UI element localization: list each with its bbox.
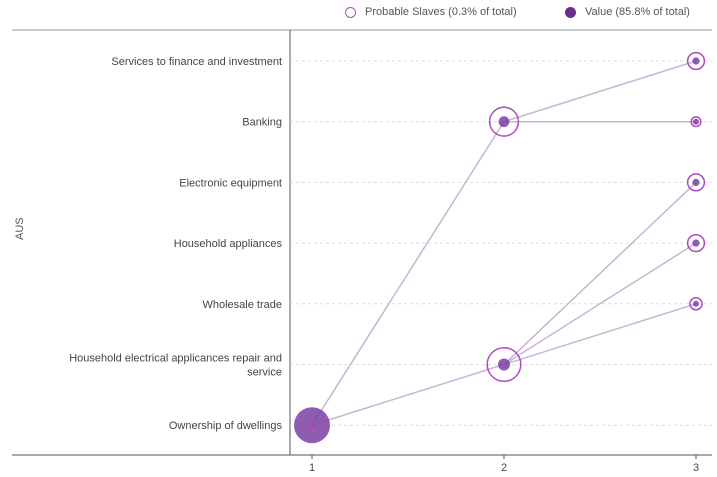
legend-label-value: Value (85.8% of total): [585, 6, 690, 18]
link-line-7: [503, 303, 697, 366]
slaves-ring-2-banking: [488, 106, 520, 137]
x-tick-label-3: 3: [693, 462, 699, 474]
slaves-ring-3-household-appliances: [686, 233, 706, 253]
slaves-ring-3-services-to-finance-and-investment: [686, 51, 706, 71]
category-label-electronic-equipment: Electronic equipment: [179, 177, 282, 189]
filled-circle-icon: [565, 6, 576, 18]
category-label-household-appliances: Household appliances: [174, 238, 283, 250]
value-point-2-household-electrical-applicances-repair-and-service: [498, 358, 510, 371]
value-point-3-household-appliances: [692, 239, 700, 247]
slaves-ring-2-household-electrical-applicances-repair-and-service: [486, 346, 522, 383]
slaves-ring-3-wholesale-trade: [689, 297, 703, 311]
legend-label-probable-slaves: Probable Slaves (0.3% of total): [365, 6, 517, 18]
link-line-6: [503, 242, 697, 366]
x-tick-label-1: 1: [309, 462, 315, 474]
link-line-1: [311, 121, 505, 426]
link-line-2: [311, 363, 505, 426]
value-point-3-electronic-equipment: [692, 178, 700, 186]
slaves-ring-3-banking: [690, 116, 702, 128]
value-point-2-banking: [498, 116, 510, 128]
category-label-wholesale-trade: Wholesale trade: [203, 299, 283, 311]
legend-item-value[interactable]: Value (85.8% of total): [565, 6, 690, 18]
x-tick-label-2: 2: [501, 462, 507, 474]
category-label-ownership-of-dwellings: Ownership of dwellings: [169, 420, 283, 432]
value-point-3-banking: [693, 118, 699, 125]
category-label-banking: Banking: [242, 117, 282, 129]
open-circle-icon: [345, 6, 356, 18]
legend-item-probable-slaves[interactable]: Probable Slaves (0.3% of total): [345, 6, 517, 18]
legend: Probable Slaves (0.3% of total) Value (8…: [0, 6, 717, 24]
slaves-ring-1-ownership-of-dwellings: [307, 420, 317, 430]
link-line-5: [503, 181, 697, 366]
category-label-household-electrical-applicances-repair-and-service: Household electrical applicances repair …: [69, 353, 282, 379]
category-label-services-to-finance-and-investment: Services to finance and investment: [111, 56, 282, 68]
value-point-3-services-to-finance-and-investment: [692, 57, 700, 65]
value-point-3-wholesale-trade: [693, 300, 699, 307]
slaves-ring-3-electronic-equipment: [686, 173, 706, 192]
link-line-3: [503, 60, 697, 123]
value-point-1-ownership-of-dwellings: [294, 407, 330, 444]
